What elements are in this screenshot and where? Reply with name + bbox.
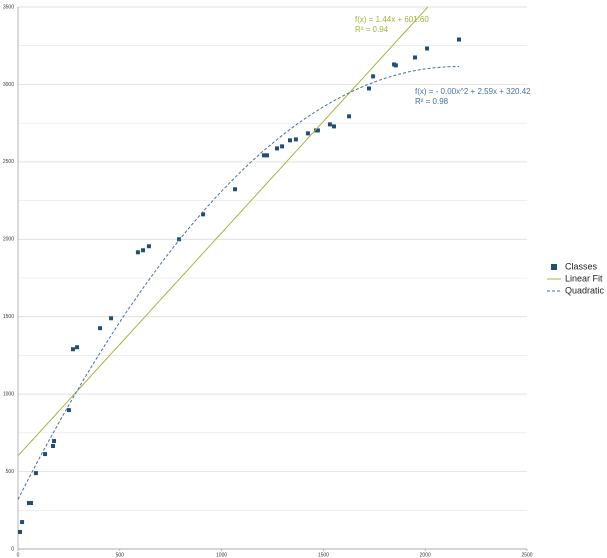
point <box>177 237 182 242</box>
legend-swatch <box>551 264 557 270</box>
point <box>66 408 71 413</box>
point <box>413 55 418 60</box>
point <box>141 248 146 253</box>
point <box>261 153 266 158</box>
fit-equation: f(x) = - 0.00x^2 + 2.59x + 320.42 <box>415 87 531 96</box>
point <box>367 86 372 91</box>
point <box>293 137 298 142</box>
point <box>20 520 25 525</box>
point <box>280 144 285 149</box>
point <box>425 46 430 51</box>
point <box>233 187 238 192</box>
point <box>201 212 206 217</box>
point <box>288 138 293 143</box>
x-tick-label: 1000 <box>216 552 227 558</box>
point <box>70 347 75 352</box>
point <box>52 439 57 444</box>
point <box>29 501 34 506</box>
y-tick-label: 1500 <box>3 314 14 320</box>
point <box>327 122 332 127</box>
point <box>33 471 38 476</box>
y-tick-label: 2500 <box>3 159 14 165</box>
x-tick-label: 500 <box>116 552 125 558</box>
point <box>393 63 398 68</box>
fit-equation: f(x) = 1.44x + 601.60 <box>355 15 429 24</box>
point <box>274 146 279 151</box>
point <box>265 153 270 158</box>
point <box>98 326 103 331</box>
legend-label: Linear Fit <box>565 273 603 283</box>
point <box>371 74 376 79</box>
y-tick-label: 3500 <box>3 4 14 10</box>
point <box>305 131 310 136</box>
point <box>331 124 336 129</box>
x-tick-label: 1500 <box>318 552 329 558</box>
y-tick-label: 3000 <box>3 82 14 88</box>
legend-label: Quadratic Fit <box>565 285 607 295</box>
x-tick-label: 2000 <box>420 552 431 558</box>
y-tick-label: 500 <box>6 469 15 475</box>
point <box>347 114 352 119</box>
legend-label: Classes <box>565 261 598 271</box>
fit-r2: R² = 0.98 <box>415 97 449 106</box>
point <box>26 501 31 506</box>
point <box>315 128 320 133</box>
point <box>456 37 461 42</box>
point <box>43 452 48 457</box>
fit-r2: R² = 0.94 <box>355 25 389 34</box>
y-tick-label: 2000 <box>3 237 14 243</box>
fit-line <box>17 66 459 500</box>
point <box>75 345 80 350</box>
point <box>135 250 140 255</box>
point <box>51 444 56 449</box>
y-tick-label: 0 <box>11 546 14 552</box>
y-tick-label: 1000 <box>3 391 14 397</box>
point <box>109 316 114 321</box>
x-tick-label: 0 <box>17 552 20 558</box>
fit-line <box>17 6 429 457</box>
x-tick-label: 2500 <box>521 552 532 558</box>
point <box>18 529 23 534</box>
point <box>146 244 151 249</box>
